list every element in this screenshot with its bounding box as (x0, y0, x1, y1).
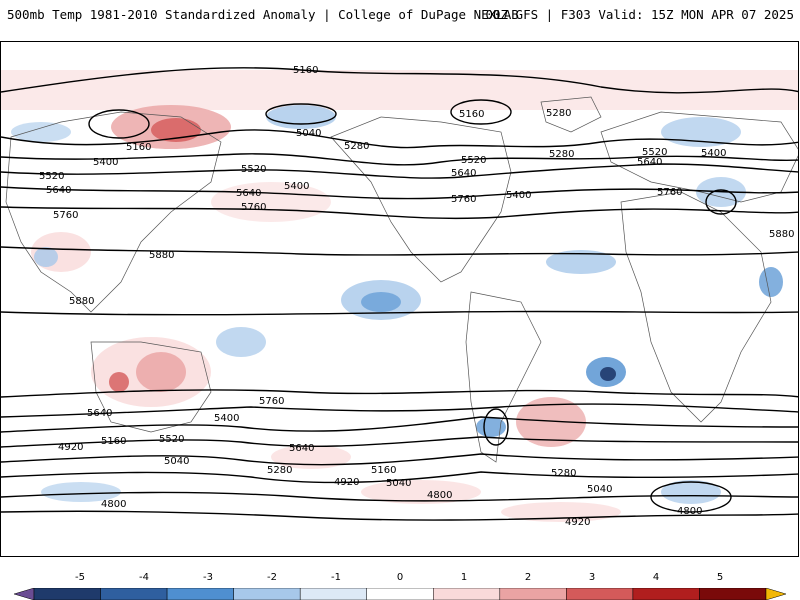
continent-outlines (5, 96, 798, 463)
colorbar-segment (233, 588, 301, 600)
colorbar-tick-label: -3 (203, 572, 213, 583)
map-title: 500mb Temp 1981-2010 Standardized Anomal… (7, 7, 519, 22)
colorbar-segment (366, 588, 434, 600)
contour-label: 5520 (241, 164, 266, 175)
height-contours (1, 67, 798, 521)
colorbar-tick-label: 0 (396, 572, 404, 583)
contour-label: 5760 (53, 210, 78, 221)
map-panel: 5160 5040 5280 5160 5400 5520 5640 5760 … (0, 41, 799, 557)
contour-label: 5520 (159, 434, 184, 445)
contour-label: 5760 (259, 396, 284, 407)
colorbar-tick-label: 1 (460, 572, 468, 583)
contour-label: 5760 (657, 187, 682, 198)
contour-label: 5040 (164, 456, 189, 467)
colorbar-tick-label: -4 (139, 572, 149, 583)
contour-label: 5040 (386, 478, 411, 489)
anomaly-map: 5160 5040 5280 5160 5400 5520 5640 5760 … (1, 65, 798, 528)
contour-label: 4800 (427, 490, 452, 501)
contour-label: 5280 (267, 465, 292, 476)
colorbar-scale (14, 588, 786, 600)
contour-label: 5520 (642, 147, 667, 158)
contour-label: 5880 (69, 296, 94, 307)
contour-label: 5400 (284, 181, 309, 192)
contour-label: 5880 (769, 229, 794, 240)
colorbar-segment (499, 588, 567, 600)
contour-label: 5520 (39, 171, 64, 182)
colorbar-arrow-high (765, 588, 786, 600)
colorbar: -5 -4 -3 -2 -1 0 1 2 3 4 5 (0, 570, 800, 600)
contour-label: 5160 (459, 109, 484, 120)
colorbar-segment (433, 588, 501, 600)
contour-label: 5280 (344, 141, 369, 152)
contour-label: 5400 (506, 190, 531, 201)
colorbar-labels: -5 -4 -3 -2 -1 0 1 2 3 4 5 (0, 570, 800, 584)
colorbar-tick-label: 3 (588, 572, 596, 583)
contour-label: 4800 (677, 506, 702, 517)
contour-label: 5160 (126, 142, 151, 153)
contour-label: 5400 (93, 157, 118, 168)
contour-label: 5640 (46, 185, 71, 196)
colorbar-segment (632, 588, 700, 600)
contour-label: 5640 (451, 168, 476, 179)
model-run-info: 00Z GFS | F303 Valid: 15Z MON APR 07 202… (485, 7, 794, 22)
contour-label: 5040 (587, 484, 612, 495)
contour-label: 5160 (293, 65, 318, 76)
contour-label: 5280 (551, 468, 576, 479)
contour-label: 5760 (451, 194, 476, 205)
colorbar-tick-label: 2 (524, 572, 532, 583)
contour-label: 4920 (565, 517, 590, 528)
contour-label: 5160 (371, 465, 396, 476)
colorbar-tick-label: 5 (716, 572, 724, 583)
contour-labels: 5160 5040 5280 5160 5400 5520 5640 5760 … (39, 65, 794, 528)
contour-label: 5520 (461, 155, 486, 166)
contour-label: 5040 (296, 128, 321, 139)
contour-label: 5640 (87, 408, 112, 419)
contour-label: 5400 (701, 148, 726, 159)
colorbar-tick-label: -2 (267, 572, 277, 583)
colorbar-segment (33, 588, 101, 600)
colorbar-segment (566, 588, 634, 600)
colorbar-arrow-low (14, 588, 35, 600)
contour-label: 4920 (58, 442, 83, 453)
contour-label: 5640 (289, 443, 314, 454)
colorbar-tick-label: 4 (652, 572, 660, 583)
contour-label: 4920 (334, 477, 359, 488)
contour-label: 4800 (101, 499, 126, 510)
contour-label: 5640 (236, 188, 261, 199)
colorbar-segment (166, 588, 234, 600)
colorbar-segment (100, 588, 168, 600)
contour-label: 5760 (241, 202, 266, 213)
contour-label: 5280 (549, 149, 574, 160)
map-header: 500mb Temp 1981-2010 Standardized Anomal… (0, 0, 800, 32)
colorbar-tick-label: -1 (331, 572, 341, 583)
contour-label: 5280 (546, 108, 571, 119)
colorbar-segment (299, 588, 367, 600)
contour-label: 5160 (101, 436, 126, 447)
colorbar-tick-label: -5 (75, 572, 85, 583)
contour-label: 5640 (637, 157, 662, 168)
colorbar-segment (699, 588, 767, 600)
contour-label: 5400 (214, 413, 239, 424)
contour-label: 5880 (149, 250, 174, 261)
